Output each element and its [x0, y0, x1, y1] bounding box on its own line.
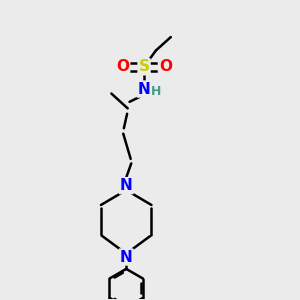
Text: H: H — [152, 85, 162, 98]
Text: O: O — [159, 59, 172, 74]
Text: N: N — [120, 250, 133, 265]
Text: N: N — [138, 82, 150, 97]
Text: O: O — [116, 59, 129, 74]
Text: S: S — [139, 59, 150, 74]
Text: N: N — [120, 178, 133, 193]
